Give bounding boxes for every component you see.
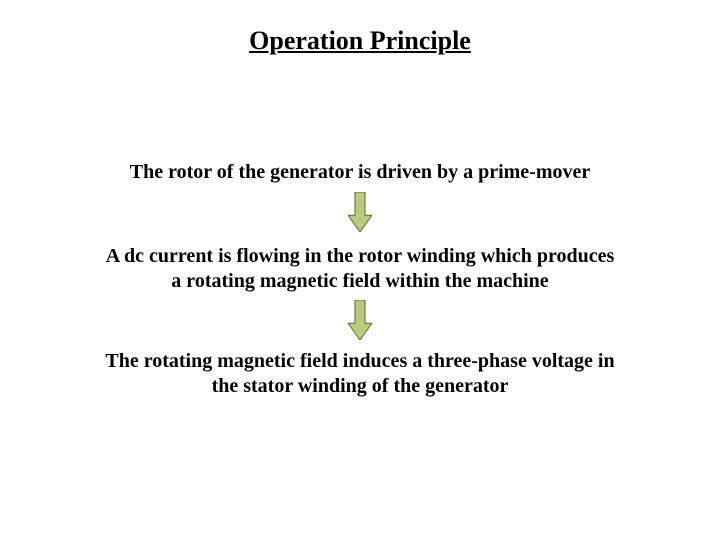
step-1-text: The rotor of the generator is driven by …: [0, 160, 720, 185]
arrow-down-icon: [348, 192, 372, 237]
step-3-text: The rotating magnetic field induces a th…: [0, 349, 720, 399]
step-2-text: A dc current is flowing in the rotor win…: [0, 244, 720, 294]
slide-title: Operation Principle: [0, 26, 720, 56]
arrow-down-icon: [348, 300, 372, 345]
slide: Operation Principle The rotor of the gen…: [0, 0, 720, 540]
